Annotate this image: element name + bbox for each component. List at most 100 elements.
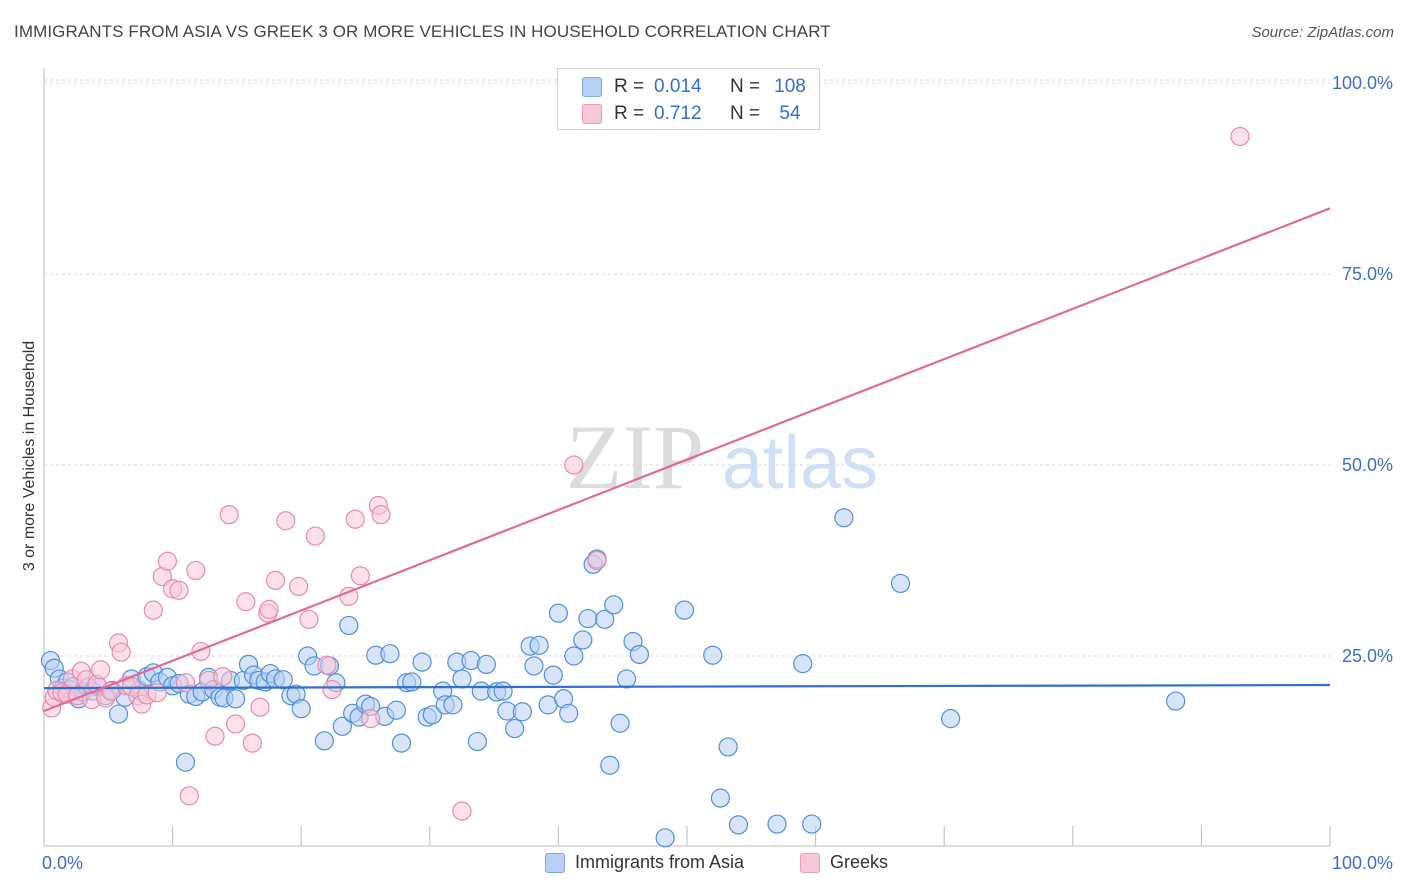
pink-swatch-icon bbox=[582, 104, 602, 124]
y-tick-label: 50.0% bbox=[1342, 455, 1393, 475]
point-asia bbox=[273, 670, 293, 690]
n-label: N = bbox=[730, 103, 761, 124]
point-asia bbox=[467, 731, 487, 752]
point-greeks bbox=[371, 505, 391, 525]
legend-label-greeks: Greeks bbox=[830, 852, 889, 872]
n-value: 108 bbox=[774, 76, 806, 97]
point-asia bbox=[505, 718, 525, 739]
y-tick-label: 100.0% bbox=[1332, 73, 1393, 93]
point-asia bbox=[422, 705, 442, 725]
series-legend: Immigrants from Asia Greeks bbox=[0, 852, 1406, 878]
legend-label-asia: Immigrants from Asia bbox=[575, 852, 745, 872]
trend-line-asia bbox=[43, 683, 1331, 690]
point-asia bbox=[802, 814, 822, 834]
point-asia bbox=[674, 600, 695, 620]
n-label: N = bbox=[730, 76, 761, 97]
point-asia bbox=[610, 713, 630, 733]
point-greeks bbox=[226, 714, 246, 734]
point-asia bbox=[493, 681, 513, 701]
point-asia bbox=[524, 656, 544, 676]
watermark-atlas: atlas bbox=[722, 421, 878, 504]
point-greeks bbox=[345, 509, 365, 529]
point-greeks bbox=[111, 642, 131, 662]
x-tick-label: 100.0% bbox=[1332, 853, 1393, 873]
point-greeks bbox=[219, 505, 239, 525]
legend-item-asia[interactable]: Immigrants from Asia bbox=[545, 852, 744, 873]
point-greeks bbox=[259, 599, 279, 619]
point-asia bbox=[412, 652, 432, 672]
point-greeks bbox=[289, 576, 309, 597]
point-asia bbox=[595, 609, 615, 629]
point-asia bbox=[529, 635, 549, 655]
trend-line-greeks bbox=[43, 207, 1331, 713]
point-asia bbox=[600, 755, 620, 775]
point-greeks bbox=[587, 550, 607, 571]
point-asia bbox=[314, 731, 334, 751]
point-greeks bbox=[276, 511, 296, 531]
y-tick-label: 75.0% bbox=[1342, 264, 1393, 284]
point-asia bbox=[386, 700, 406, 720]
watermark: ZIP atlas bbox=[566, 406, 878, 508]
point-asia bbox=[941, 709, 961, 729]
grid-lines bbox=[44, 79, 1330, 657]
point-asia bbox=[703, 645, 723, 665]
point-greeks bbox=[250, 697, 270, 717]
point-greeks bbox=[213, 667, 233, 687]
point-asia bbox=[578, 608, 598, 629]
point-greeks bbox=[236, 592, 256, 612]
x-tick-label: 0.0% bbox=[42, 853, 83, 873]
point-greeks bbox=[317, 655, 337, 675]
pink-swatch-icon bbox=[800, 852, 820, 873]
point-asia bbox=[291, 699, 311, 719]
r-label: R = bbox=[614, 103, 645, 124]
legend-row-asia: R = 0.014 N = 108 bbox=[582, 75, 810, 99]
point-greeks bbox=[361, 709, 381, 729]
legend-item-greeks[interactable]: Greeks bbox=[800, 852, 888, 873]
point-asia bbox=[391, 733, 412, 753]
point-asia bbox=[476, 654, 496, 675]
point-asia bbox=[710, 788, 731, 808]
tick-labels: 25.0% 50.0% 75.0% 100.0% 0.0% 100.0% bbox=[42, 73, 1393, 873]
blue-swatch-icon bbox=[582, 77, 602, 97]
watermark-zip: ZIP bbox=[566, 406, 704, 508]
source-label: Source: ZipAtlas.com bbox=[1251, 24, 1394, 41]
axes bbox=[43, 68, 1331, 847]
point-asia bbox=[728, 815, 749, 835]
point-asia bbox=[512, 702, 532, 722]
point-asia bbox=[629, 644, 650, 665]
r-value: 0.014 bbox=[654, 76, 702, 97]
point-greeks bbox=[1230, 126, 1250, 147]
point-greeks bbox=[350, 566, 370, 586]
point-greeks bbox=[186, 560, 206, 581]
point-greeks bbox=[305, 526, 325, 546]
series-immigrants-from-asia bbox=[40, 508, 1186, 848]
point-asia bbox=[452, 669, 472, 689]
point-greeks bbox=[175, 673, 196, 693]
point-greeks bbox=[299, 609, 319, 629]
point-greeks bbox=[157, 551, 178, 571]
trend-lines bbox=[43, 207, 1331, 713]
point-greeks bbox=[179, 786, 199, 806]
point-asia bbox=[339, 615, 359, 636]
point-asia bbox=[1166, 691, 1186, 711]
point-greeks bbox=[322, 680, 342, 700]
point-asia bbox=[332, 716, 352, 736]
point-asia bbox=[655, 828, 675, 848]
point-asia bbox=[890, 573, 911, 594]
point-greeks bbox=[452, 801, 472, 821]
point-asia bbox=[543, 665, 563, 685]
point-asia bbox=[718, 737, 738, 757]
point-greeks bbox=[147, 683, 167, 703]
point-asia bbox=[548, 603, 569, 623]
n-value: 54 bbox=[779, 103, 801, 124]
chart-title: IMMIGRANTS FROM ASIA VS GREEK 3 OR MORE … bbox=[14, 22, 831, 41]
point-asia bbox=[175, 752, 196, 772]
point-asia bbox=[380, 644, 400, 664]
point-asia bbox=[108, 704, 129, 724]
point-asia bbox=[573, 630, 593, 650]
point-greeks bbox=[205, 726, 225, 746]
point-asia bbox=[616, 669, 637, 689]
y-tick-label: 25.0% bbox=[1342, 646, 1393, 666]
point-greeks bbox=[90, 660, 111, 680]
